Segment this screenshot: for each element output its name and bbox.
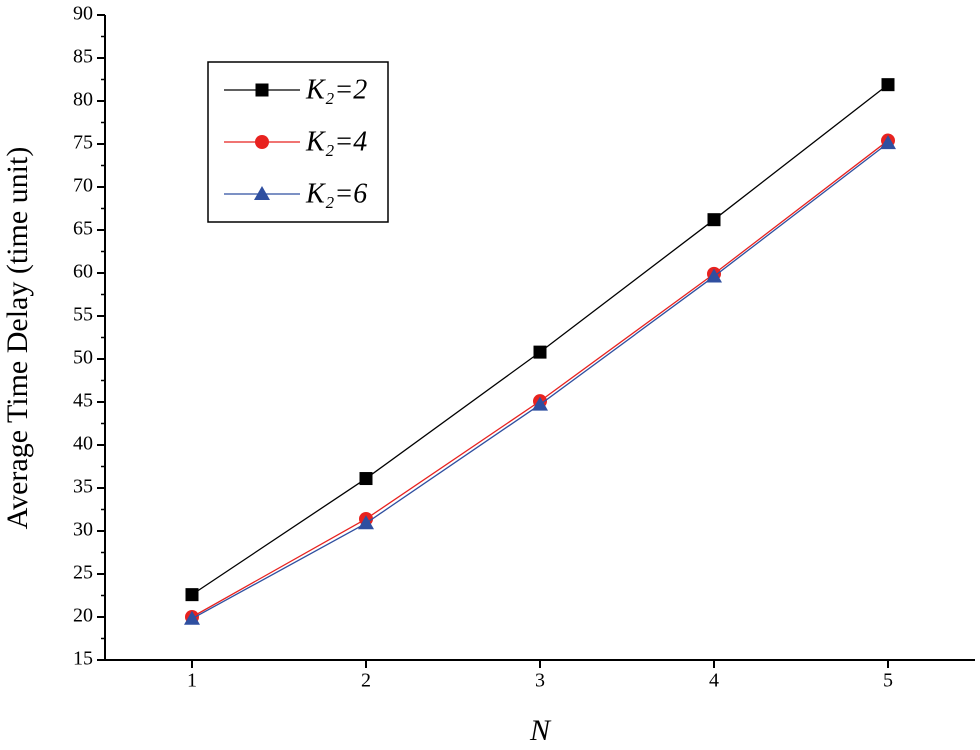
marker (255, 83, 269, 97)
marker (255, 135, 269, 149)
x-tick-label: 4 (709, 670, 719, 692)
y-tick-label: 70 (73, 175, 93, 197)
marker (184, 610, 200, 625)
y-tick-label: 60 (73, 261, 93, 283)
x-tick-label: 3 (535, 670, 545, 692)
y-tick-label: 90 (73, 3, 93, 25)
y-axis-label: Average Time Delay (time unit) (1, 147, 34, 530)
y-tick-label: 55 (73, 304, 93, 326)
marker (707, 213, 721, 227)
marker (359, 472, 373, 486)
x-tick-label: 1 (187, 670, 197, 692)
legend-label: K₂=2 (305, 74, 367, 105)
marker (533, 345, 547, 359)
marker (358, 515, 374, 530)
marker (881, 78, 895, 92)
y-tick-label: 35 (73, 476, 93, 498)
marker (254, 186, 270, 200)
marker (706, 268, 722, 283)
legend-label: K₂=4 (305, 126, 367, 157)
y-tick-label: 30 (73, 519, 93, 541)
marker (185, 588, 199, 602)
marker (532, 396, 548, 411)
y-tick-label: 75 (73, 132, 93, 154)
x-tick-label: 2 (361, 670, 371, 692)
y-tick-label: 85 (73, 46, 93, 68)
legend-label: K₂=6 (305, 178, 367, 209)
y-tick-label: 15 (73, 648, 93, 670)
y-tick-label: 80 (73, 89, 93, 111)
x-tick-label: 5 (883, 670, 893, 692)
y-tick-label: 65 (73, 218, 93, 240)
y-tick-label: 50 (73, 347, 93, 369)
y-tick-label: 45 (73, 390, 93, 412)
y-tick-label: 25 (73, 562, 93, 584)
y-tick-label: 20 (73, 605, 93, 627)
x-axis-label: N (529, 714, 552, 747)
marker (880, 135, 896, 150)
y-tick-label: 40 (73, 433, 93, 455)
